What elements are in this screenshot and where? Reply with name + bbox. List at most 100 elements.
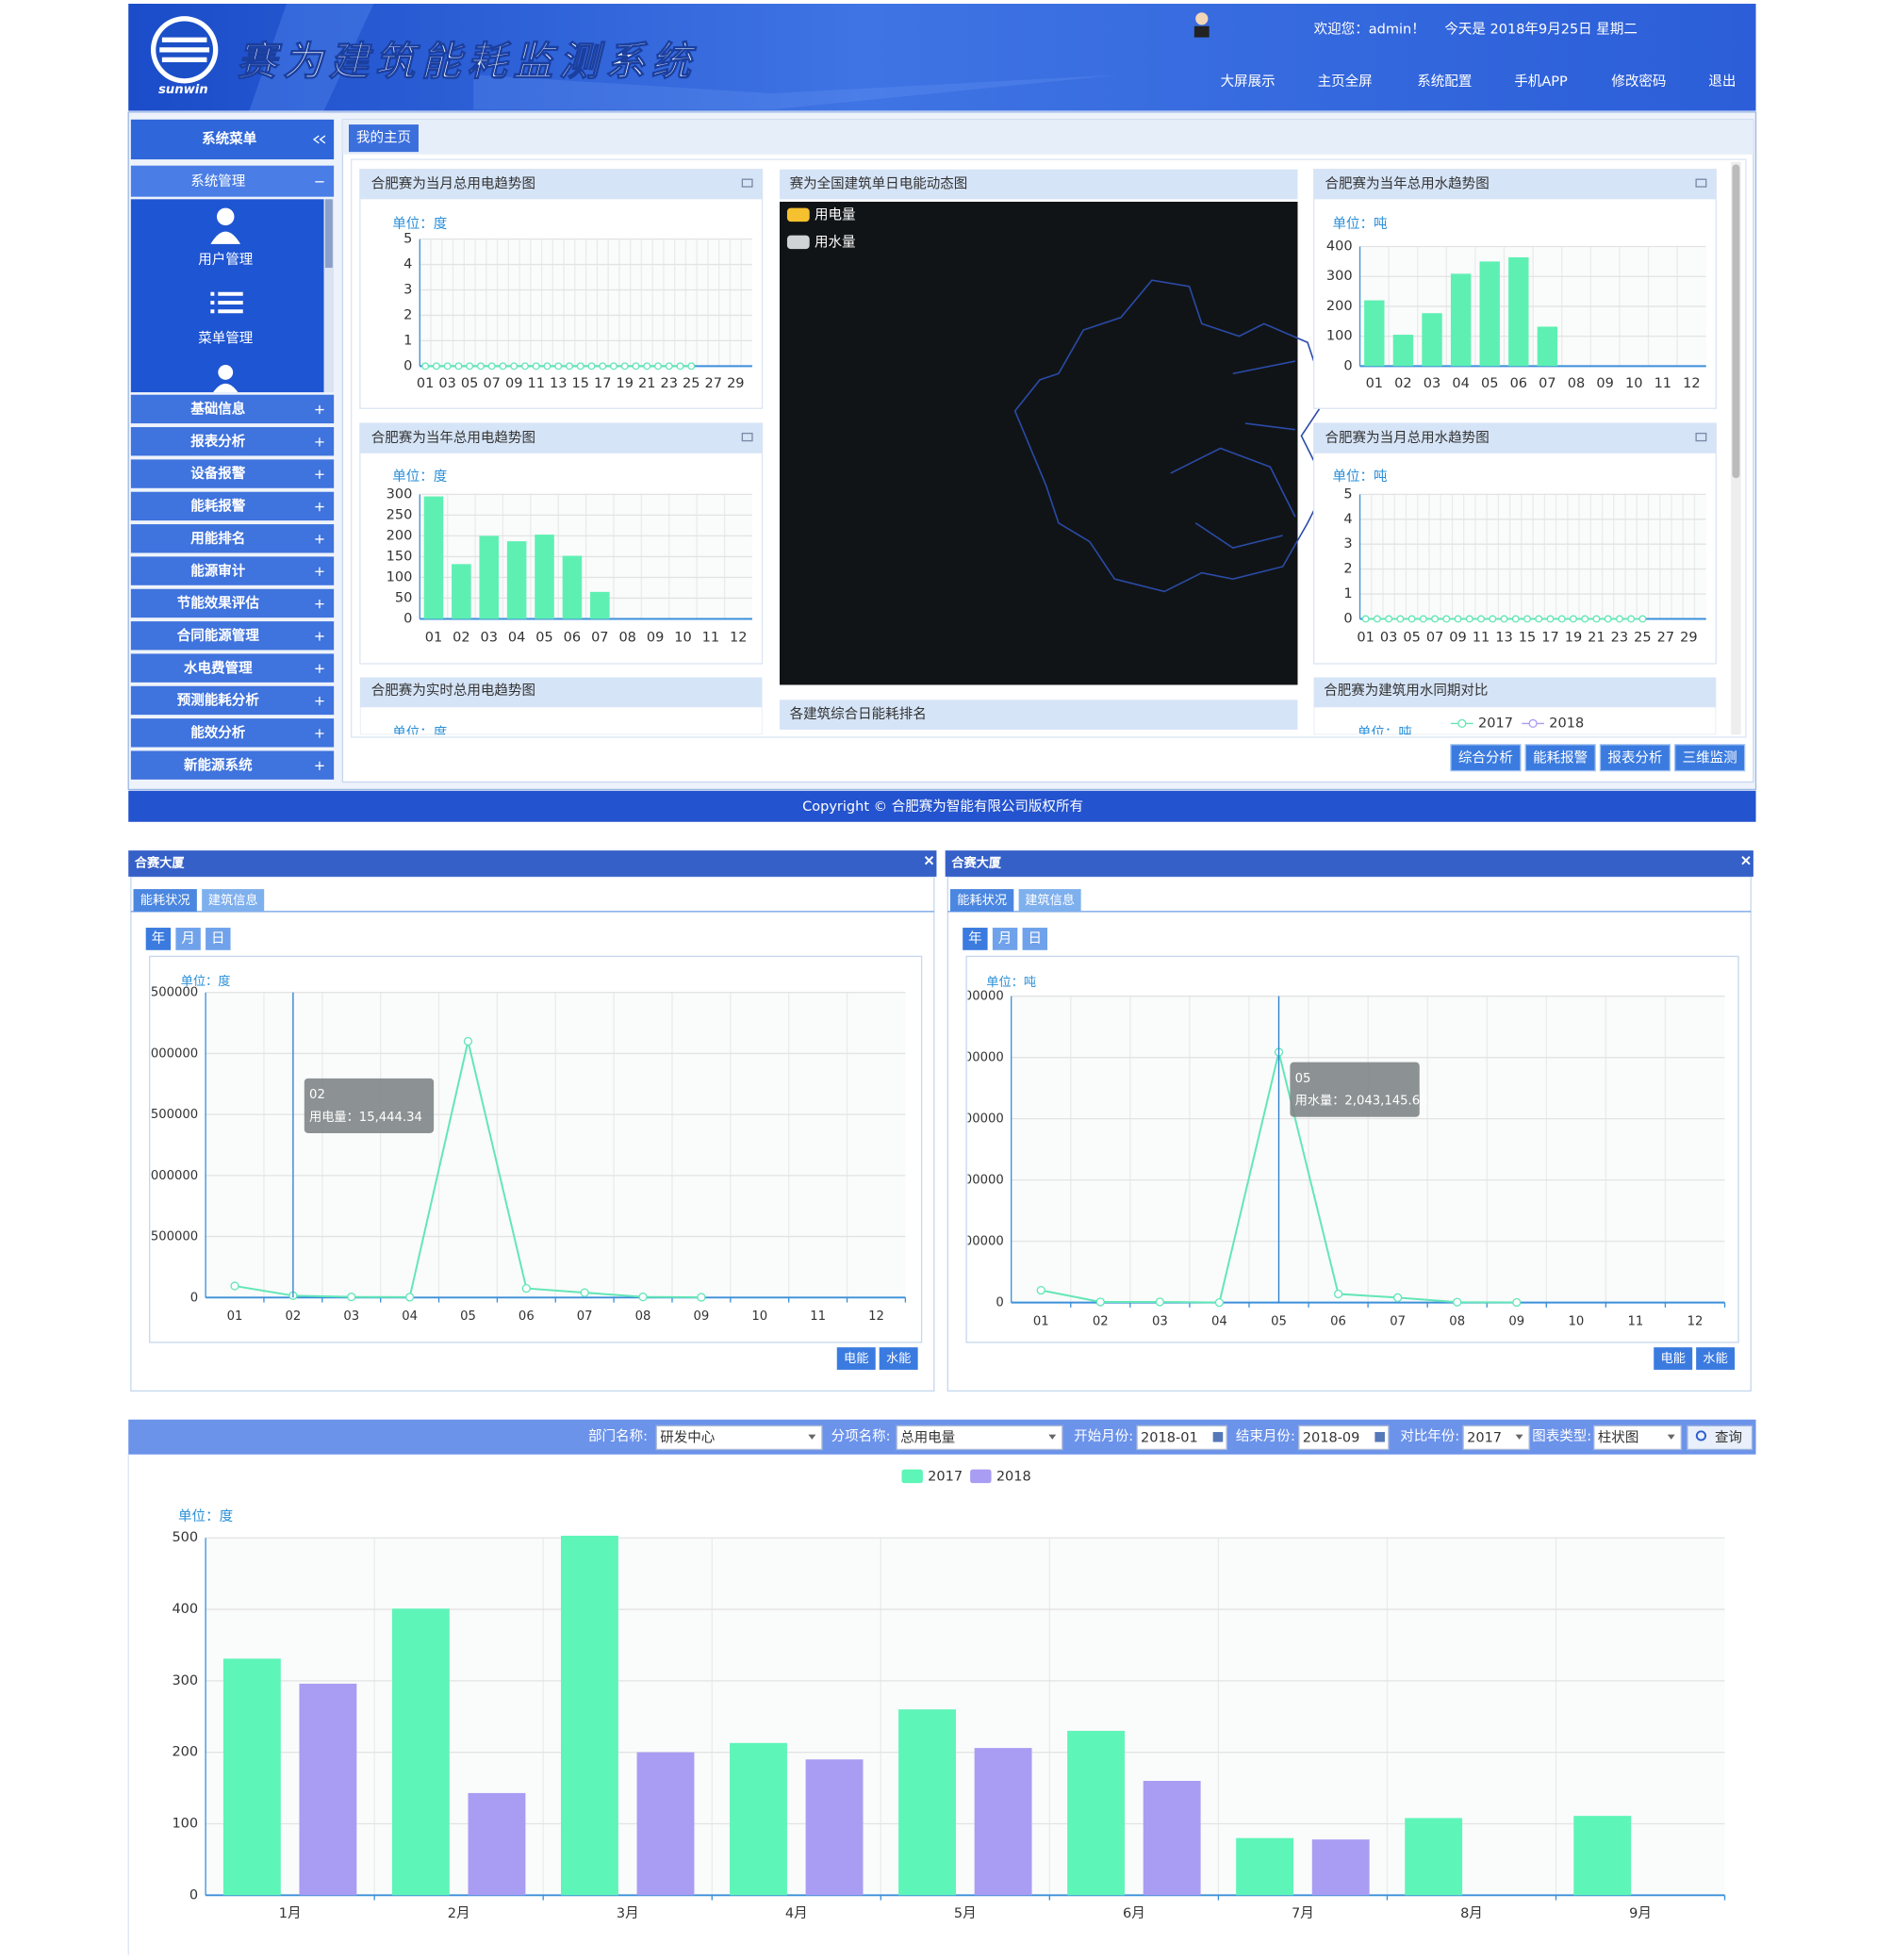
tab[interactable]	[348, 124, 419, 153]
panel-collapse[interactable]	[741, 432, 753, 442]
quick-button[interactable]	[1599, 744, 1671, 772]
period-label[interactable]: 年	[152, 931, 166, 947]
menu-group-label[interactable]: 设备报警	[190, 465, 246, 482]
quick-button-label[interactable]: 报表分析	[1607, 749, 1662, 766]
menu-group[interactable]	[130, 524, 335, 553]
tab[interactable]	[202, 889, 265, 912]
menu-group[interactable]	[130, 491, 335, 521]
energy-button-label[interactable]: 电能	[1661, 1351, 1686, 1366]
energy-button[interactable]	[836, 1347, 876, 1370]
menu-group-label[interactable]: 报表分析	[190, 433, 246, 450]
tab-label[interactable]: 建筑信息	[1025, 892, 1075, 908]
energy-button[interactable]	[1654, 1347, 1693, 1370]
menu-group-label[interactable]: 用能排名	[190, 530, 245, 547]
period-label[interactable]: 日	[1029, 931, 1043, 947]
x-tick-label: 07	[1426, 630, 1443, 645]
nav-link[interactable]: 主页全屏	[1318, 73, 1373, 90]
menu-group-label[interactable]: 能效分析	[190, 724, 246, 741]
nav-link[interactable]: 修改密码	[1611, 74, 1666, 90]
nav-link[interactable]: 系统配置	[1417, 74, 1472, 90]
menu-group[interactable]	[130, 685, 335, 716]
nav-link[interactable]: 退出	[1708, 74, 1736, 90]
menu-group-label[interactable]: 新能源系统	[184, 756, 253, 773]
menu-group[interactable]	[130, 621, 335, 651]
menu-group[interactable]	[130, 165, 335, 197]
nav-link[interactable]: 手机APP	[1514, 74, 1568, 90]
x-tick-label: 01	[1033, 1314, 1049, 1328]
query-label[interactable]: 查询	[1715, 1430, 1742, 1446]
period-label[interactable]: 月	[181, 931, 195, 947]
tab-label[interactable]: 能耗状况	[957, 893, 1007, 908]
period-label[interactable]: 日	[211, 931, 225, 947]
menu-group-label[interactable]: 节能效果评估	[177, 595, 260, 612]
query-button[interactable]	[1687, 1425, 1753, 1451]
period-button[interactable]	[145, 928, 172, 950]
filter-value[interactable]: 2017	[1467, 1431, 1502, 1446]
tab-label[interactable]: 能耗状况	[140, 893, 190, 908]
tab-label[interactable]: 我的主页	[356, 130, 411, 146]
menu-group-label[interactable]: 预测能耗分析	[177, 692, 260, 709]
menu-group[interactable]	[130, 427, 335, 456]
period-button[interactable]	[1022, 928, 1047, 950]
panel-collapse[interactable]	[1695, 178, 1707, 188]
tab[interactable]	[949, 889, 1014, 912]
collapse-icon[interactable]	[312, 135, 326, 144]
quick-button-label[interactable]: 能耗报警	[1533, 749, 1588, 766]
menu-group[interactable]	[130, 588, 335, 618]
period-button[interactable]	[206, 928, 231, 950]
panel-collapse[interactable]	[1695, 432, 1707, 442]
quick-button-label[interactable]: 三维监测	[1683, 749, 1737, 766]
submenu-item[interactable]: 用户管理	[198, 252, 254, 268]
nav-link[interactable]: 大屏展示	[1221, 74, 1276, 90]
menu-group-label[interactable]: 能源审计	[190, 562, 246, 579]
close-icon[interactable]	[1741, 856, 1751, 865]
point	[463, 1036, 473, 1046]
menu-group[interactable]	[130, 556, 335, 585]
energy-button-label[interactable]: 水能	[1703, 1351, 1727, 1366]
period-label[interactable]: 月	[998, 931, 1012, 947]
energy-button[interactable]	[879, 1347, 918, 1370]
period-button[interactable]	[175, 928, 201, 950]
menu-group-label[interactable]: 系统管理	[190, 173, 246, 189]
filter-input[interactable]	[896, 1425, 1063, 1451]
filter-label: 结束月份:	[1236, 1428, 1295, 1444]
filter-input[interactable]	[655, 1425, 823, 1451]
menu-group-label[interactable]: 能耗报警	[190, 498, 246, 515]
menu-group[interactable]	[130, 718, 335, 748]
quick-button[interactable]	[1674, 744, 1746, 772]
panel-collapse[interactable]	[741, 178, 753, 188]
bar	[222, 1658, 281, 1896]
menu-group[interactable]	[130, 653, 335, 683]
filter-value[interactable]: 2018-01	[1141, 1431, 1198, 1446]
period-label[interactable]: 年	[968, 931, 982, 947]
tab-label[interactable]: 建筑信息	[208, 892, 258, 908]
filter-input[interactable]	[1298, 1425, 1390, 1451]
close-icon[interactable]	[924, 856, 934, 865]
quick-button-label[interactable]: 综合分析	[1458, 749, 1513, 766]
filter-value[interactable]: 总用电量	[900, 1430, 955, 1446]
tab[interactable]	[133, 889, 197, 912]
menu-group[interactable]	[130, 750, 335, 780]
filter-input[interactable]	[1593, 1425, 1682, 1451]
filter-value[interactable]: 2018-09	[1303, 1431, 1360, 1446]
menu-group-label[interactable]: 水电费管理	[184, 659, 253, 676]
x-tick-label: 21	[638, 376, 655, 391]
filter-value[interactable]: 柱状图	[1598, 1430, 1639, 1446]
quick-button[interactable]	[1450, 744, 1522, 772]
menu-group[interactable]	[130, 459, 335, 488]
submenu-item[interactable]: 菜单管理	[198, 330, 254, 346]
energy-button[interactable]	[1696, 1347, 1736, 1370]
y-tick-label: 500000	[956, 1235, 1003, 1249]
menu-group-label[interactable]: 合同能源管理	[176, 627, 260, 644]
filter-value[interactable]: 研发中心	[660, 1430, 716, 1446]
energy-button-label[interactable]: 水能	[886, 1351, 911, 1366]
y-tick-label: 100	[387, 569, 413, 585]
menu-group[interactable]	[130, 394, 335, 424]
period-button[interactable]	[963, 928, 988, 950]
filter-input[interactable]	[1136, 1425, 1227, 1451]
menu-group-label[interactable]: 基础信息	[189, 401, 246, 418]
energy-button-label[interactable]: 电能	[844, 1351, 868, 1366]
tab[interactable]	[1018, 889, 1081, 912]
period-button[interactable]	[992, 928, 1018, 950]
quick-button[interactable]	[1524, 744, 1596, 772]
